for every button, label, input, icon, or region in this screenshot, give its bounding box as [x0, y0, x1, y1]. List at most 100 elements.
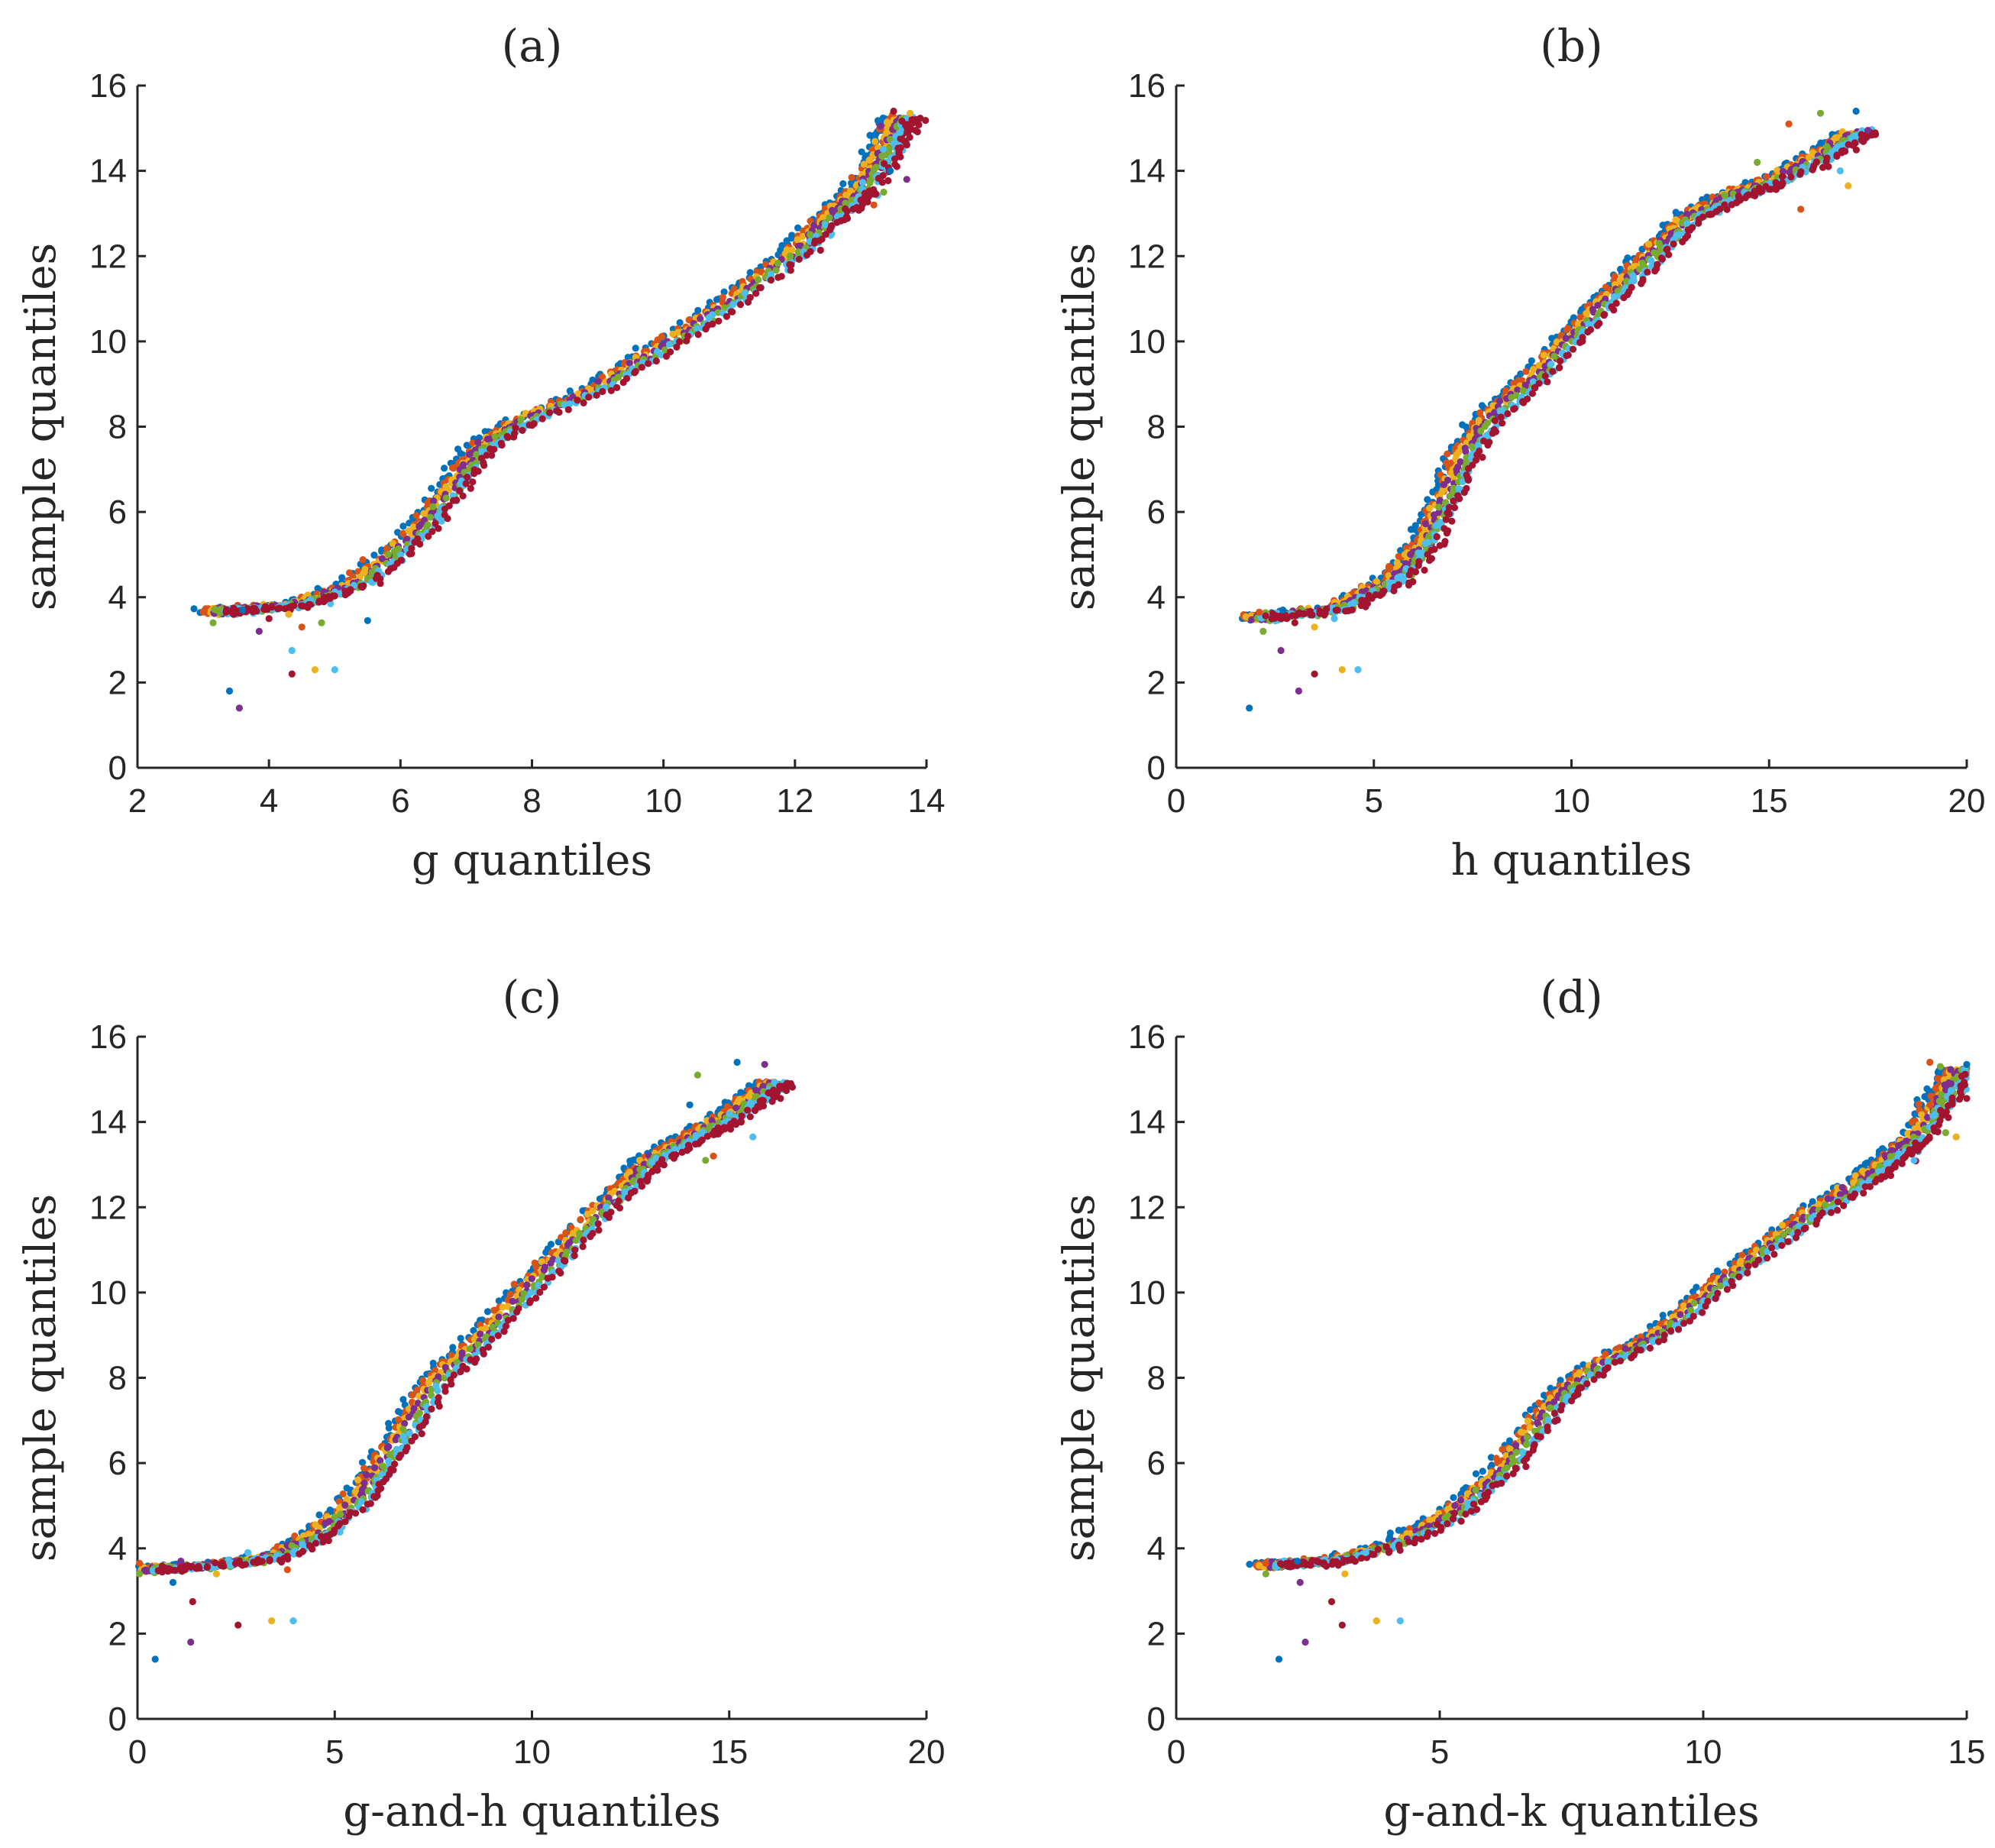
- panel-title: (a): [502, 20, 563, 72]
- scatter-point: [432, 519, 439, 527]
- scatter-point: [574, 396, 581, 404]
- scatter-point: [684, 332, 692, 340]
- scatter-point: [483, 451, 490, 459]
- scatter-point: [897, 128, 904, 136]
- x-tick-label: 5: [325, 1733, 344, 1771]
- scatter-point: [599, 387, 606, 396]
- scatter-point: [778, 273, 785, 280]
- scatter-point: [361, 565, 369, 573]
- scatter-point: [795, 255, 803, 263]
- scatter-point: [1864, 127, 1872, 134]
- x-axis-label: g quantiles: [412, 836, 652, 885]
- scatter-point: [306, 1542, 313, 1549]
- scatter-point: [818, 235, 826, 243]
- scatter-point: [297, 602, 306, 610]
- scatter-point: [1440, 525, 1448, 532]
- scatter-point: [631, 1187, 639, 1195]
- scatter-point: [1450, 503, 1459, 512]
- scatter-point: [755, 276, 762, 283]
- scatter-point: [1398, 572, 1405, 580]
- scatter-point: [390, 1460, 399, 1468]
- scatter-point: [477, 1330, 484, 1338]
- x-tick-label: 0: [1167, 782, 1185, 820]
- scatter-point: [879, 172, 887, 180]
- x-tick-label: 2: [128, 782, 147, 820]
- scatter-point: [531, 1259, 538, 1267]
- scatter-point: [528, 1275, 535, 1283]
- scatter-point: [442, 483, 450, 490]
- scatter-point: [395, 1408, 403, 1416]
- scatter-point: [757, 284, 765, 292]
- scatter-point: [922, 117, 930, 125]
- scatter-point: [1338, 666, 1346, 674]
- y-tick-label: 6: [108, 1445, 127, 1482]
- scatter-point: [399, 523, 407, 530]
- scatter-point: [412, 512, 420, 519]
- scatter-point: [571, 1246, 579, 1254]
- scatter-point: [1444, 450, 1451, 458]
- scatter-point: [778, 241, 786, 249]
- scatter-point: [399, 1432, 407, 1440]
- scatter-point: [541, 1263, 549, 1271]
- scatter-point: [1823, 154, 1831, 162]
- scatter-point: [810, 222, 818, 229]
- scatter-point: [546, 409, 554, 416]
- scatter-point: [466, 1345, 474, 1353]
- scatter-point: [483, 1308, 492, 1316]
- scatter-point: [719, 293, 727, 301]
- scatter-point: [225, 687, 234, 695]
- scatter-point: [1851, 132, 1858, 140]
- scatter-point: [512, 424, 519, 432]
- scatter-point: [361, 1479, 368, 1487]
- scatter-point: [1528, 357, 1535, 364]
- x-tick-label: 0: [128, 1733, 147, 1771]
- scatter-point: [312, 1539, 320, 1547]
- scatter-point: [244, 1549, 252, 1556]
- scatter-point: [504, 434, 512, 442]
- scatter-point: [442, 494, 450, 502]
- scatter-point: [672, 1151, 680, 1159]
- scatter-point: [788, 231, 796, 239]
- scatter-point: [1797, 206, 1805, 213]
- scatter-point: [676, 338, 684, 345]
- scatter-point: [746, 269, 754, 277]
- scatter-point: [1480, 437, 1488, 445]
- y-tick-label: 8: [108, 409, 127, 446]
- scatter-point: [189, 1597, 196, 1606]
- scatter-point: [494, 1332, 502, 1339]
- y-tick-label: 12: [1128, 238, 1166, 275]
- scatter-point: [1541, 372, 1549, 380]
- scatter-point: [450, 1371, 458, 1379]
- scatter-point: [746, 1113, 754, 1121]
- scatter-point: [741, 290, 749, 297]
- scatter-point: [1845, 182, 1852, 189]
- scatter-point: [1311, 623, 1318, 631]
- y-tick-label: 6: [108, 494, 127, 531]
- scatter-point: [1645, 241, 1653, 248]
- scatter-point: [318, 619, 325, 626]
- scatter-point: [744, 1106, 752, 1114]
- scatter-point: [274, 605, 282, 613]
- scatter-point: [515, 1305, 522, 1312]
- scatter-point: [1639, 277, 1647, 285]
- scatter-point: [474, 439, 482, 446]
- scatter-point: [462, 480, 470, 487]
- scatter-point: [816, 246, 824, 254]
- x-axis-label: h quantiles: [1451, 836, 1692, 885]
- scatter-point: [460, 461, 467, 468]
- scatter-point: [359, 1506, 367, 1513]
- scatter-point: [585, 393, 593, 401]
- scatter-point: [540, 1283, 548, 1291]
- scatter-point: [1365, 591, 1373, 600]
- scatter-point: [415, 1409, 424, 1417]
- scatter-point: [715, 317, 723, 325]
- scatter-point: [881, 160, 888, 167]
- scatter-point: [843, 213, 851, 221]
- scatter-points: [135, 1058, 797, 1663]
- scatter-point: [187, 1563, 195, 1571]
- scatter-point: [1610, 293, 1618, 300]
- scatter-point: [435, 1393, 442, 1401]
- scatter-point: [385, 1443, 393, 1451]
- scatter-point: [385, 1457, 393, 1465]
